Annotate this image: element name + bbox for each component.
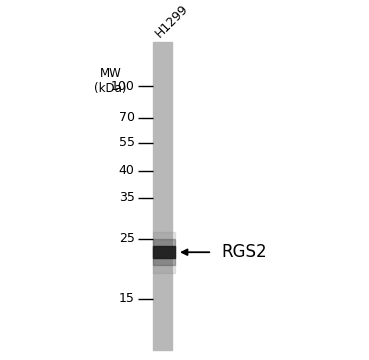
Text: MW
(kDa): MW (kDa) [94, 67, 127, 95]
Text: 100: 100 [111, 80, 135, 93]
Text: 70: 70 [119, 112, 135, 125]
Text: 40: 40 [119, 165, 135, 177]
Bar [153, 42, 172, 350]
Text: RGS2: RGS2 [221, 243, 267, 261]
Text: 35: 35 [119, 191, 135, 204]
Text: 55: 55 [119, 136, 135, 149]
Text: 15: 15 [119, 292, 135, 305]
Text: 25: 25 [119, 233, 135, 246]
Bar [153, 246, 175, 258]
Bar [153, 239, 175, 265]
Bar [153, 232, 175, 273]
Text: H1299: H1299 [153, 2, 191, 40]
